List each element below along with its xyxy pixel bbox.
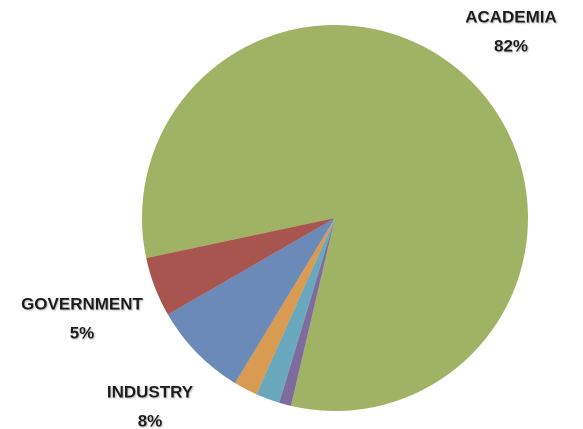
slice-label: GOVERNMENT — [21, 294, 143, 313]
slice-label: INDUSTRY — [107, 382, 194, 401]
slice-label: ACADEMIA — [465, 7, 557, 26]
value-label: 5% — [70, 323, 95, 342]
pie-slice — [146, 218, 335, 315]
pie-slice — [279, 218, 335, 406]
pie-slice — [167, 218, 335, 384]
value-label: 82% — [494, 36, 528, 55]
value-label: 8% — [138, 411, 163, 429]
pie-slice — [256, 218, 335, 403]
pie-slice — [235, 218, 335, 395]
pie-slice — [142, 24, 528, 411]
